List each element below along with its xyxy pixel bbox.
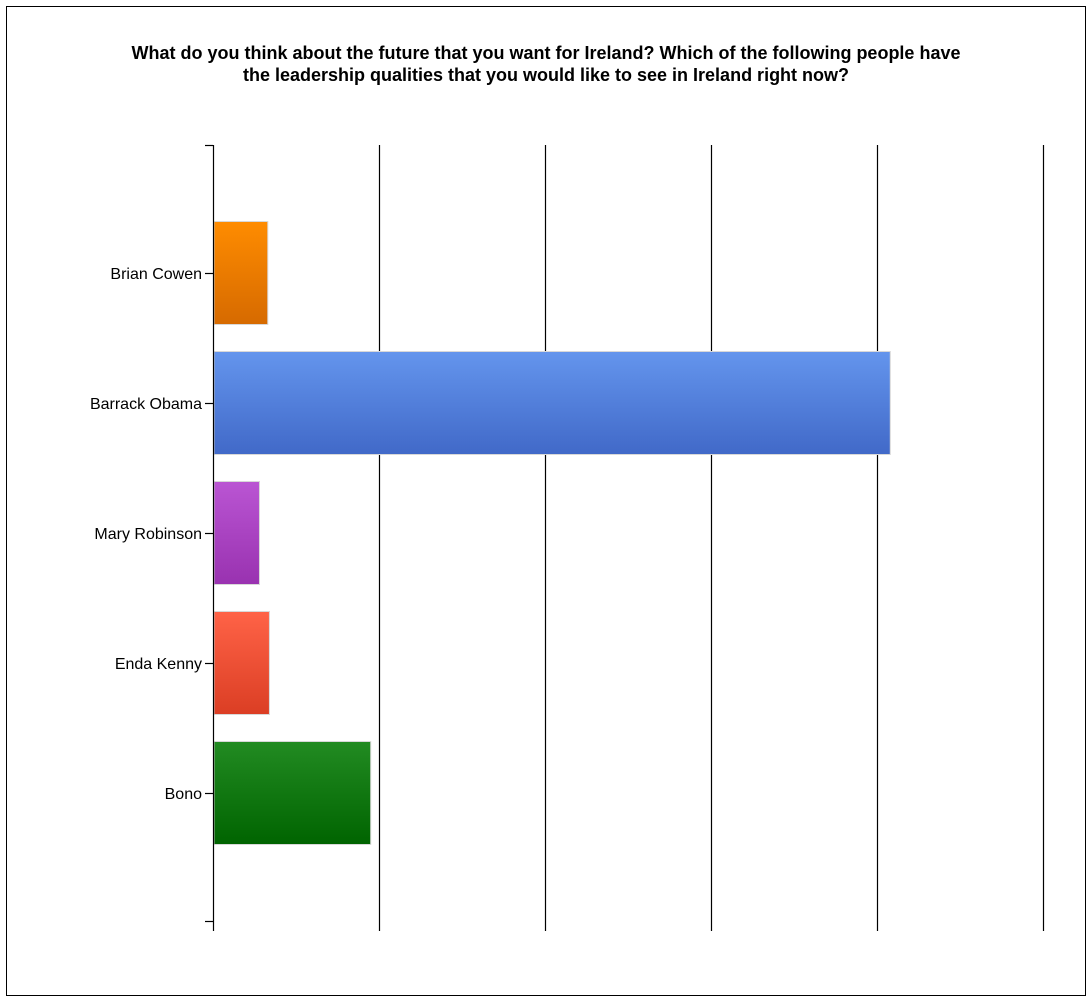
bar-bono	[213, 741, 372, 845]
bar-layer	[213, 221, 891, 845]
bar-brian-cowen	[213, 221, 269, 325]
category-label: Barrack Obama	[90, 396, 202, 413]
bar-mary-robinson	[213, 481, 260, 585]
category-label: Bono	[165, 786, 202, 803]
category-label: Brian Cowen	[110, 266, 202, 283]
chart-title-line-1: What do you think about the future that …	[131, 43, 961, 63]
grid-layer	[378, 145, 1045, 931]
category-label: Enda Kenny	[115, 656, 202, 673]
bar-barrack-obama	[213, 351, 891, 455]
chart-title: What do you think about the future that …	[40, 42, 1052, 86]
chart-title-line-2: the leadership qualities that you would …	[242, 65, 850, 85]
bar-enda-kenny	[213, 611, 270, 715]
axis-layer: Brian Cowen Barrack Obama Mary Robinson End…	[90, 144, 215, 931]
category-label: Mary Robinson	[94, 526, 202, 543]
